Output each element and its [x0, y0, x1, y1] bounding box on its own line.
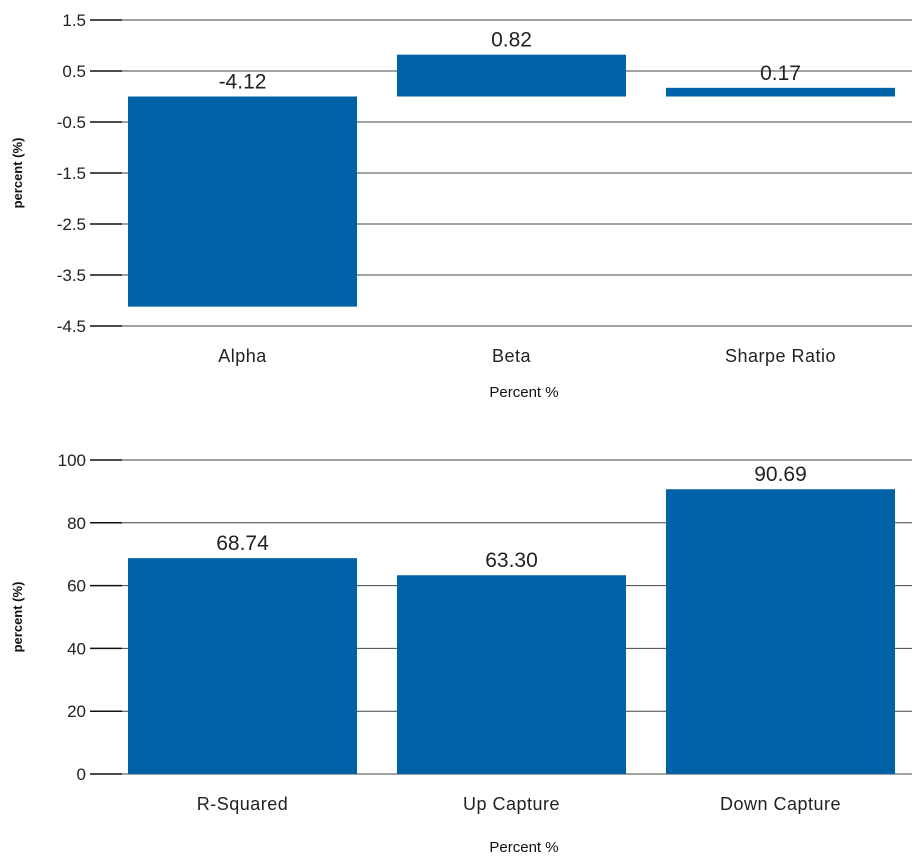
- bar: [397, 54, 626, 97]
- bar: [666, 489, 895, 774]
- y-tick-label: 0.5: [62, 62, 86, 81]
- y-axis-title: percent (%): [10, 138, 25, 209]
- bar: [128, 558, 357, 774]
- bar: [128, 96, 357, 307]
- category-label: Alpha: [218, 346, 267, 366]
- category-label: Beta: [492, 346, 532, 366]
- data-label: 68.74: [216, 532, 269, 555]
- y-tick-label: 20: [67, 702, 86, 721]
- chart-risk-ratios: 1.5 0.5 -0.5 -1.5 -2.5 -3.5 -4.5 -4.12 Alpha 0.82…: [10, 11, 912, 401]
- x-axis-title: Percent %: [489, 384, 558, 401]
- category-label: Down Capture: [720, 794, 841, 814]
- y-tick-label: 80: [67, 514, 86, 533]
- data-label: -4.12: [219, 71, 267, 94]
- data-label: 90.69: [754, 463, 807, 486]
- x-axis-title: Percent %: [489, 839, 558, 856]
- y-tick-label: -3.5: [57, 266, 86, 285]
- chart-capture-ratios: 100 80 60 40 20 0 68.74 R-Squared 63.30 Up Captur…: [10, 451, 912, 856]
- bar: [666, 87, 895, 97]
- category-label: Sharpe Ratio: [725, 346, 836, 366]
- y-tick-label: 1.5: [62, 11, 86, 30]
- category-label: R-Squared: [197, 794, 289, 814]
- y-axis-title: percent (%): [10, 582, 25, 653]
- y-tick-label: -2.5: [57, 215, 86, 234]
- data-label: 63.30: [485, 549, 538, 572]
- y-tick-label: -0.5: [57, 113, 86, 132]
- y-tick-label: 100: [58, 451, 86, 470]
- bar: [397, 575, 626, 774]
- data-label: 0.82: [491, 29, 532, 52]
- data-label: 0.17: [760, 62, 801, 85]
- y-tick-label: 60: [67, 577, 86, 596]
- category-label: Up Capture: [463, 794, 560, 814]
- y-tick-label: 40: [67, 639, 86, 658]
- y-tick-label: -1.5: [57, 164, 86, 183]
- y-tick-label: 0: [77, 765, 86, 784]
- y-tick-label: -4.5: [57, 317, 86, 336]
